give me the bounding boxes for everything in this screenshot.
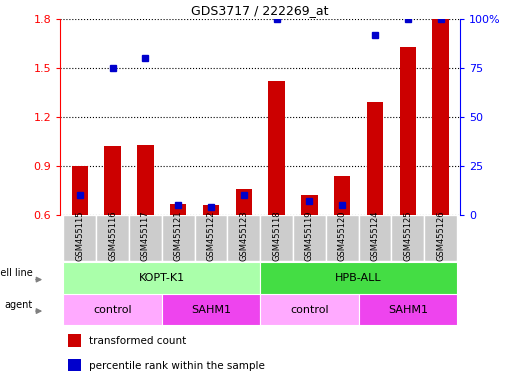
Title: GDS3717 / 222269_at: GDS3717 / 222269_at bbox=[191, 3, 329, 17]
Bar bbox=[203, 205, 219, 215]
Bar bbox=[105, 146, 121, 215]
Bar bbox=[359, 215, 391, 261]
Bar bbox=[129, 215, 162, 261]
Bar bbox=[137, 145, 154, 215]
Bar bbox=[228, 215, 260, 261]
Text: KOPT-K1: KOPT-K1 bbox=[139, 273, 185, 283]
Bar bbox=[162, 294, 260, 325]
Text: GSM455124: GSM455124 bbox=[370, 210, 380, 261]
Text: GSM455121: GSM455121 bbox=[174, 210, 183, 261]
Text: control: control bbox=[290, 305, 328, 314]
Text: agent: agent bbox=[5, 300, 33, 310]
Bar bbox=[68, 334, 81, 347]
Text: SAHM1: SAHM1 bbox=[191, 305, 231, 314]
Text: SAHM1: SAHM1 bbox=[388, 305, 428, 314]
Text: GSM455117: GSM455117 bbox=[141, 210, 150, 261]
Text: GSM455126: GSM455126 bbox=[436, 210, 445, 261]
Bar bbox=[326, 215, 359, 261]
Text: control: control bbox=[93, 305, 132, 314]
Bar bbox=[301, 195, 317, 215]
Bar bbox=[96, 215, 129, 261]
Text: transformed count: transformed count bbox=[89, 336, 186, 346]
Bar bbox=[235, 189, 252, 215]
Bar bbox=[293, 215, 326, 261]
Bar bbox=[170, 204, 186, 215]
Bar bbox=[359, 294, 457, 325]
Bar bbox=[334, 176, 350, 215]
Bar bbox=[63, 262, 260, 294]
Text: percentile rank within the sample: percentile rank within the sample bbox=[89, 361, 265, 371]
Text: GSM455118: GSM455118 bbox=[272, 210, 281, 261]
Bar bbox=[260, 215, 293, 261]
Text: GSM455115: GSM455115 bbox=[75, 210, 84, 261]
Bar bbox=[367, 103, 383, 215]
Text: GSM455119: GSM455119 bbox=[305, 210, 314, 261]
Bar bbox=[400, 47, 416, 215]
Bar bbox=[260, 262, 457, 294]
Text: GSM455123: GSM455123 bbox=[240, 210, 248, 261]
Bar bbox=[391, 215, 424, 261]
Bar bbox=[162, 215, 195, 261]
Text: GSM455120: GSM455120 bbox=[338, 210, 347, 261]
Bar bbox=[63, 294, 162, 325]
Text: GSM455125: GSM455125 bbox=[403, 210, 412, 261]
Bar bbox=[72, 166, 88, 215]
Bar bbox=[260, 294, 359, 325]
Text: cell line: cell line bbox=[0, 268, 33, 278]
Bar bbox=[68, 359, 81, 371]
Text: HPB-ALL: HPB-ALL bbox=[335, 273, 382, 283]
Bar bbox=[195, 215, 228, 261]
Text: GSM455116: GSM455116 bbox=[108, 210, 117, 261]
Bar bbox=[433, 19, 449, 215]
Bar bbox=[63, 215, 96, 261]
Bar bbox=[268, 81, 285, 215]
Text: GSM455122: GSM455122 bbox=[207, 210, 215, 261]
Bar bbox=[424, 215, 457, 261]
